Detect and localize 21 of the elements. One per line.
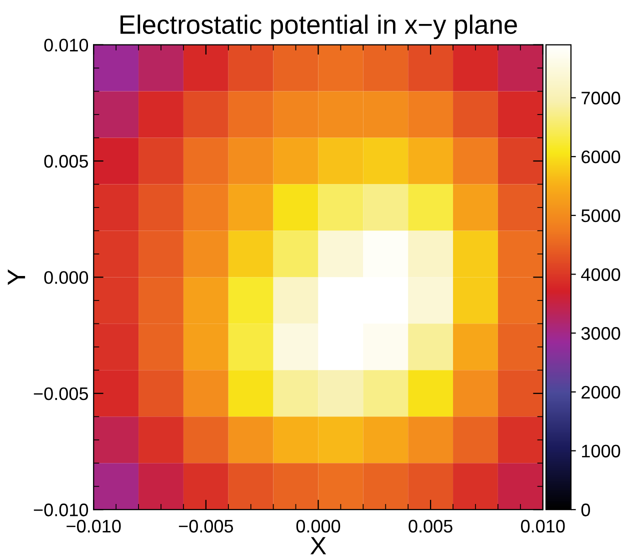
y-tick-label: 0.000 <box>44 271 88 284</box>
y-tick-label: −0.010 <box>34 504 88 516</box>
chart-title: Electrostatic potential in x−y plane <box>120 14 517 40</box>
color-bar-label: 3000 <box>581 327 620 340</box>
color-bar-label: 1000 <box>582 444 620 458</box>
x-tick-label: −0.010 <box>66 520 121 533</box>
y-tick-label: −0.005 <box>34 387 88 400</box>
x-tick-label: 0.000 <box>296 520 340 533</box>
y-tick-label: 0.010 <box>44 38 88 52</box>
color-bar-label: 6000 <box>582 150 620 164</box>
color-bar-label: 7000 <box>582 92 620 104</box>
color-bar-label: 5000 <box>581 209 620 222</box>
x-axis-title: X <box>310 537 326 554</box>
x-tick-label: −0.005 <box>178 520 234 533</box>
y-axis-title: Y <box>8 269 26 285</box>
color-bar-label: 4000 <box>581 268 620 281</box>
x-tick-label: 0.010 <box>520 520 565 533</box>
x-tick-label: 0.005 <box>408 520 452 533</box>
y-tick-label: 0.005 <box>44 154 88 168</box>
color-bar-label: 2000 <box>582 386 620 399</box>
color-bar-label: 0 <box>581 504 590 516</box>
